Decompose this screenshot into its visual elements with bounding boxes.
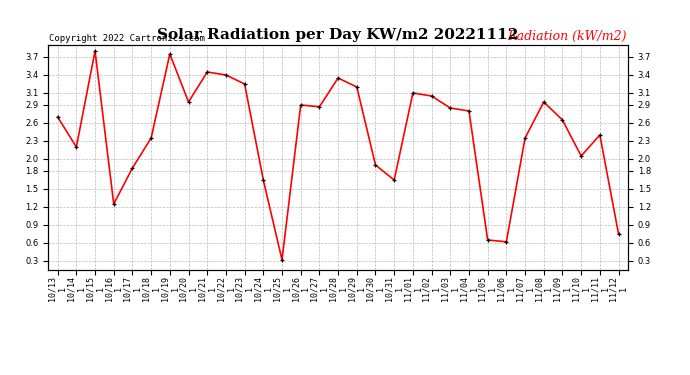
Text: Copyright 2022 Cartronics.com: Copyright 2022 Cartronics.com (50, 34, 206, 43)
Text: Radiation (kW/m2): Radiation (kW/m2) (507, 30, 627, 43)
Title: Solar Radiation per Day KW/m2 20221112: Solar Radiation per Day KW/m2 20221112 (157, 28, 519, 42)
